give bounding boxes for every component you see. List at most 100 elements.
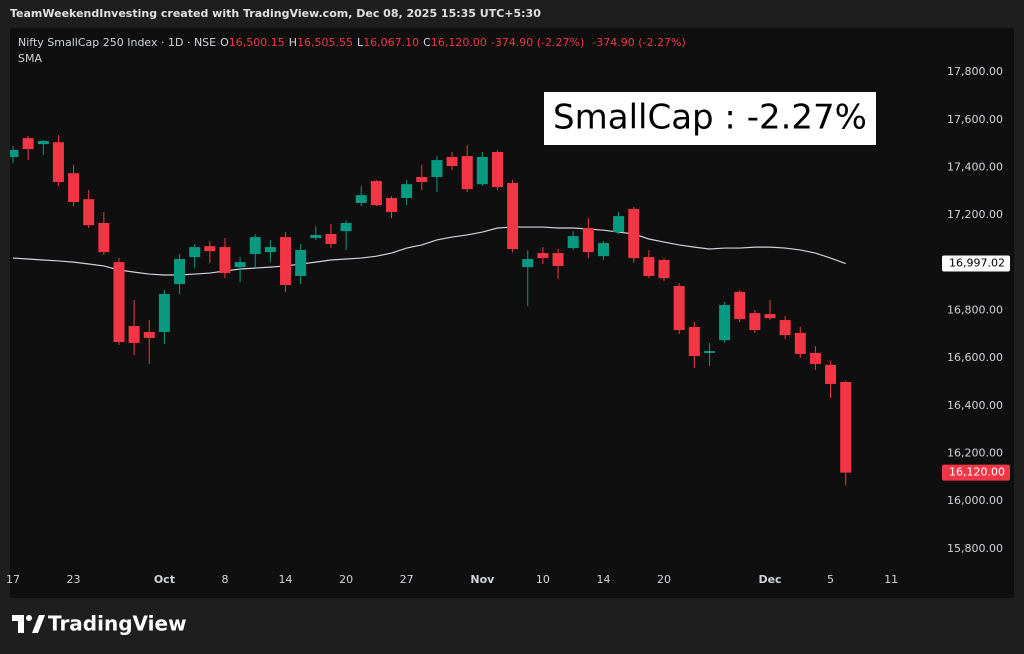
candle-body xyxy=(658,259,670,279)
candle-body xyxy=(446,156,458,167)
candle-body xyxy=(840,382,852,473)
candle-body xyxy=(552,253,564,266)
candle-body xyxy=(613,216,625,233)
x-tick-label: 14 xyxy=(279,573,293,586)
candle-body xyxy=(98,223,110,253)
candle-body xyxy=(37,141,49,145)
legend-key: O xyxy=(220,36,229,49)
last-price-box xyxy=(942,464,1010,481)
candle-body xyxy=(582,228,594,253)
legend-value: 16,067.10 xyxy=(363,36,419,49)
annotation: SmallCap : -2.27% xyxy=(553,98,867,138)
candle-body xyxy=(143,331,155,338)
x-tick-label: 20 xyxy=(339,573,353,586)
candle-body xyxy=(416,177,428,183)
candle-body xyxy=(219,247,231,274)
y-tick-label: 17,800.00 xyxy=(947,65,1003,78)
candle-body xyxy=(688,326,700,357)
y-tick-label: 16,200.00 xyxy=(947,447,1003,460)
y-tick-label: 17,200.00 xyxy=(947,208,1003,221)
legend-change: -374.90 (-2.27%) xyxy=(592,36,685,49)
candle-body xyxy=(128,326,140,343)
candle-body xyxy=(779,320,791,336)
candle-body xyxy=(567,236,579,249)
candle-body xyxy=(764,314,776,319)
x-tick-label: Dec xyxy=(758,573,781,586)
candle-body xyxy=(809,352,821,364)
candle-body xyxy=(476,156,488,185)
candle-body xyxy=(628,208,640,259)
candle-body xyxy=(264,247,276,253)
plot xyxy=(10,135,852,486)
candle-body xyxy=(22,138,34,150)
candle-body xyxy=(719,305,731,341)
annotation-box xyxy=(544,92,876,145)
candle-body xyxy=(295,249,307,276)
candle-body xyxy=(794,332,806,354)
candle-body xyxy=(310,234,322,239)
sma-price-box xyxy=(942,255,1010,272)
candle-body xyxy=(749,313,761,331)
legend-key: L xyxy=(357,36,364,49)
x-tick-label: 11 xyxy=(884,573,898,586)
legend-key: H xyxy=(289,36,297,49)
x-tick-label: 27 xyxy=(400,573,414,586)
last-price-label: 16,120.00 xyxy=(949,466,1005,479)
legend-value: 16,500.15 xyxy=(229,36,285,49)
logo xyxy=(12,615,45,633)
brand: TradingView xyxy=(48,612,187,636)
y-tick-label: 16,400.00 xyxy=(947,399,1003,412)
candle-body xyxy=(386,197,397,213)
x-tick-label: 14 xyxy=(596,573,610,586)
candle-body xyxy=(83,199,95,226)
candle-body xyxy=(537,253,549,259)
candle-body xyxy=(370,181,382,206)
candle-body xyxy=(340,223,352,232)
candle-body xyxy=(249,237,261,255)
candle-body xyxy=(280,237,292,286)
x-tick-label: 23 xyxy=(67,573,81,586)
sma-line xyxy=(12,226,846,276)
x-tick-label: Nov xyxy=(470,573,495,586)
candle-body xyxy=(491,151,503,188)
candle-body xyxy=(597,243,609,257)
y-tick-label: 15,800.00 xyxy=(947,542,1003,555)
candle-body xyxy=(431,160,443,178)
candle-body xyxy=(113,262,125,342)
header-text: TeamWeekendInvesting created with Tradin… xyxy=(10,7,541,20)
candle-body xyxy=(461,156,473,190)
candle-body xyxy=(825,364,837,384)
x-tick-label: 10 xyxy=(536,573,550,586)
x-tick-label: 8 xyxy=(221,573,228,586)
candle-body xyxy=(234,262,246,268)
candle-body xyxy=(189,247,201,258)
candle-body xyxy=(703,351,715,353)
candle-body xyxy=(401,184,413,198)
legend-value: 16,120.00 xyxy=(431,36,487,49)
candle-body xyxy=(325,233,337,244)
candle-body xyxy=(68,173,80,203)
x-tick-label: 17 xyxy=(6,573,20,586)
candle-body xyxy=(355,195,367,203)
legend-change: -374.90 (-2.27%) xyxy=(491,36,584,49)
candle-body xyxy=(174,259,186,285)
legend-value: 16,505.55 xyxy=(297,36,353,49)
candle-body xyxy=(507,182,519,250)
y-tick-label: 17,400.00 xyxy=(947,160,1003,173)
x-tick-label: 20 xyxy=(657,573,671,586)
candle-body xyxy=(643,257,655,276)
y-tick-label: 16,000.00 xyxy=(947,494,1003,507)
legend-title: Nifty SmallCap 250 Index · 1D · NSE xyxy=(18,36,216,49)
y-tick-label: 16,800.00 xyxy=(947,304,1003,317)
legend-key: C xyxy=(423,36,431,49)
x-tick-label: 5 xyxy=(827,573,834,586)
candle-body xyxy=(52,142,64,183)
candle-body xyxy=(673,285,685,331)
candle-body xyxy=(522,259,534,268)
candle-body xyxy=(158,294,170,332)
candle-body xyxy=(10,150,19,157)
candle-body xyxy=(734,291,746,320)
candle-body xyxy=(204,246,216,252)
sma-price-label: 16,997.02 xyxy=(949,257,1005,270)
